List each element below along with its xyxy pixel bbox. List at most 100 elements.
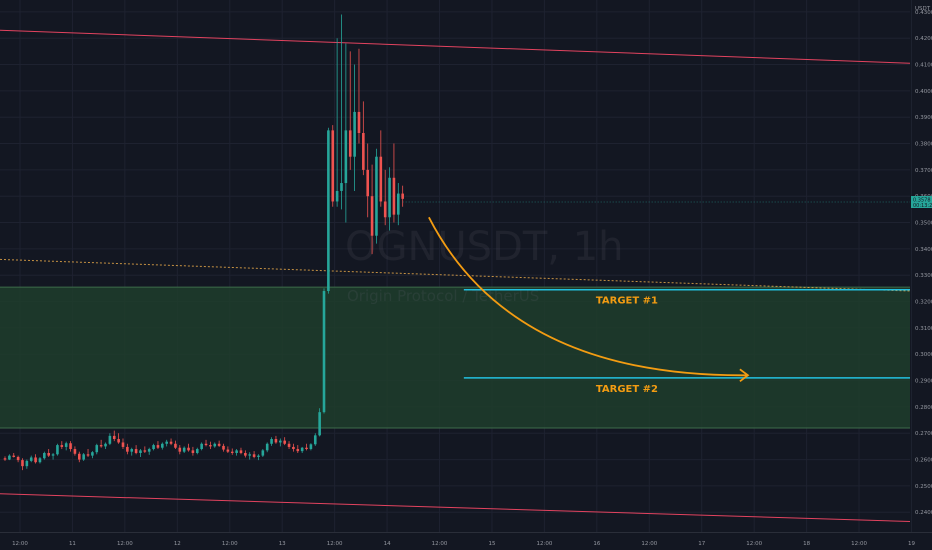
candle-body [257,455,260,457]
candle-body [3,458,7,460]
candle-body [230,451,234,453]
candle-body [274,439,278,443]
candle-body [235,450,238,453]
candle-body [388,177,391,218]
candle-body [244,452,247,456]
candle-body [25,460,29,467]
x-tick-label: 12 [174,541,181,547]
projection-arrow [428,216,750,383]
candle-body [51,454,55,456]
x-tick-label: 17 [698,541,705,547]
candle-body [191,450,195,453]
candle-body [174,443,177,448]
candle-body [99,445,103,447]
candle-body [296,449,300,452]
candle-body [252,454,256,457]
y-tick-label: 0.2400 [915,510,932,516]
candle-body [43,452,46,459]
candle-body [182,447,186,452]
x-tick-label: 12:00 [327,541,343,547]
candle-body [222,445,225,450]
candle-body [331,130,335,202]
candle-body [283,440,286,444]
candle-body [161,443,164,448]
channel-lines [0,29,911,522]
x-tick-label: 12:00 [851,541,867,547]
candle-body [270,439,273,444]
candle-body [82,454,85,460]
candle-body [34,457,37,463]
candle-body [279,440,282,443]
candle-body [12,455,16,457]
candle-body [344,130,348,184]
candle-body [86,454,90,456]
channel-upper-line [0,29,911,64]
x-tick-label: 12:00 [12,541,28,547]
time-axis[interactable]: 12:00 11 12:00 12 12:00 13 12:00 14 12:00 15 12:00… [0,532,932,548]
candle-body [64,443,68,447]
candle-body [348,130,352,157]
candle-body [69,443,72,450]
candle-body [209,445,212,447]
candle-body [300,447,304,452]
x-tick-label: 15 [488,541,495,547]
candle-body [217,443,221,446]
candle-body [375,156,378,236]
target-label: TARGET #1 [596,296,658,307]
candle-body [91,452,94,456]
x-tick-label: 12:00 [746,541,762,547]
x-tick-label: 18 [803,541,810,547]
candle-body [16,456,20,461]
candle-body [21,460,24,467]
candle-body [366,169,370,197]
x-tick-label: 12:00 [432,541,448,547]
candle-body [313,435,317,445]
candle-body [287,443,291,447]
target-label: TARGET #2 [596,384,658,395]
candle-body [204,443,208,446]
candle-body [401,193,404,199]
candle-body [213,443,217,447]
candle-body [47,452,50,456]
candle-body [248,454,252,456]
candle-body [73,449,77,454]
candle-body [147,449,151,452]
watermark-title: OGNUSDT, 1h [345,224,624,270]
candle-body [29,457,33,461]
candle-body [340,183,343,191]
candle-body [327,130,330,292]
candle-body [130,449,134,452]
target-lines: TARGET #1 TARGET #2 [463,288,910,395]
symbol-watermark: OGNUSDT, 1h Origin Protocol / TetherUS [345,224,624,305]
candle-body [8,455,11,460]
candle-body [335,190,339,202]
candle-body [392,177,396,215]
x-tick-label: 12:00 [117,541,133,547]
candle-body [379,156,383,202]
candle-body [139,450,142,453]
candle-body [305,447,308,450]
candle-body [165,441,168,444]
support-zone [0,286,910,429]
candle-body [112,435,116,440]
arrow-curve [428,216,748,377]
last-price-box [911,196,932,209]
